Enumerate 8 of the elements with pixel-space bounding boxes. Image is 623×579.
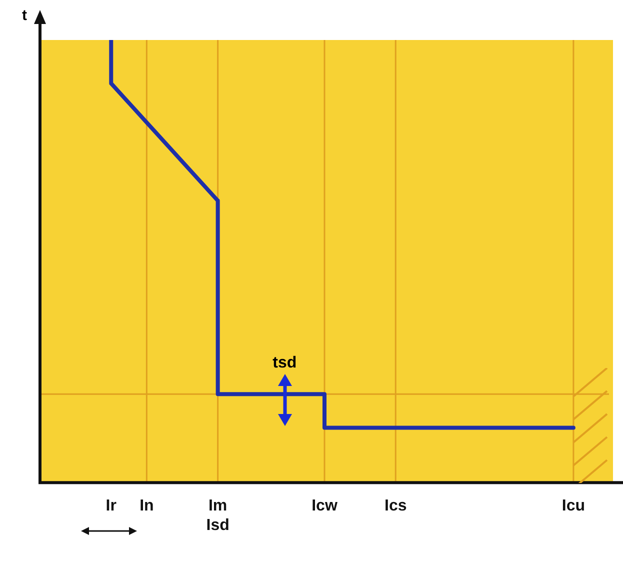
x-tick-label: In: [140, 498, 154, 515]
x-tick-label: Im Isd: [206, 498, 230, 534]
x-tick-label: Ics: [384, 498, 407, 515]
y-axis-title: t: [22, 7, 27, 24]
annotation: tsd: [272, 354, 297, 372]
x-tick-label: Icu: [562, 498, 585, 515]
x-tick-label: Ir: [106, 498, 116, 515]
x-tick-label: Icw: [312, 498, 338, 515]
